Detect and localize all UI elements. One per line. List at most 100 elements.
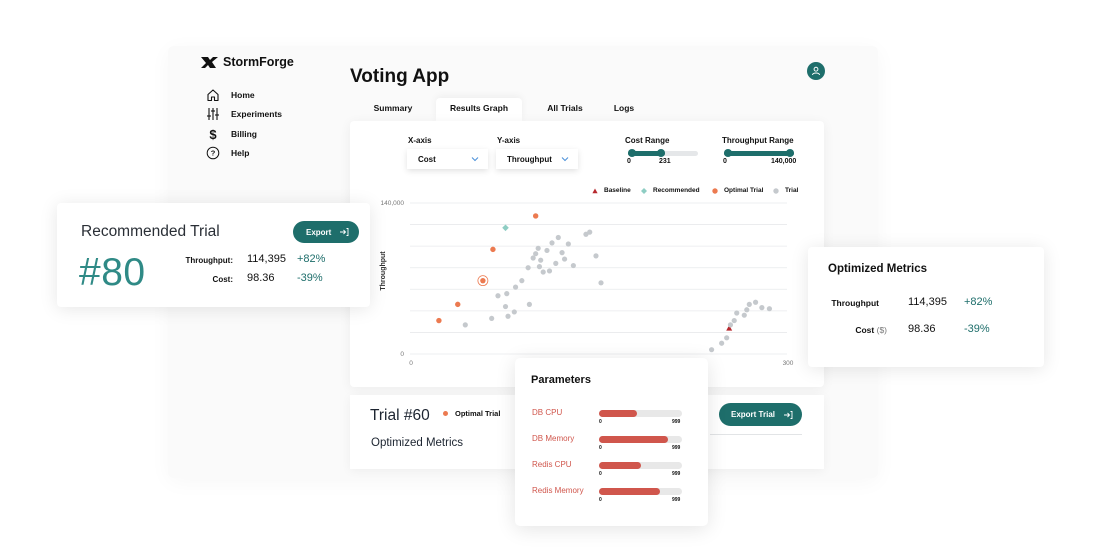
trial-point <box>533 251 539 257</box>
selected-point-ring <box>477 275 489 287</box>
tab-logs[interactable]: Logs <box>613 103 635 113</box>
dollar-icon: $ <box>205 126 221 142</box>
trial-point <box>462 322 468 328</box>
legend-label: Optimal Trial <box>724 187 764 194</box>
recommended-point <box>502 224 509 232</box>
parameter-max: 999 <box>672 445 681 451</box>
sidebar-nav: Home Experiments $ Billing ? Help <box>205 85 282 163</box>
trial-point <box>752 299 759 305</box>
trial-point <box>583 231 589 237</box>
tab-all-trials[interactable]: All Trials <box>547 103 583 113</box>
scatter-chart: Throughput 140,000 00 300 <box>380 200 794 367</box>
sidebar-item-label: Help <box>231 148 250 159</box>
triangle-icon <box>592 188 598 193</box>
cost-change: -39% <box>297 272 323 284</box>
recommended-trial-title: Recommended Trial <box>81 223 220 240</box>
help-icon: ? <box>205 145 221 161</box>
trial-point <box>709 347 715 353</box>
xaxis-select-value: Cost <box>418 154 436 164</box>
y-tick-label: 140,000 <box>381 200 405 207</box>
export-arrow-icon <box>340 228 349 236</box>
trial-point <box>561 256 568 262</box>
cost-value: 98.36 <box>908 323 936 335</box>
chevron-down-icon <box>471 157 479 162</box>
optimal-trial-badge: Optimal Trial <box>443 409 500 418</box>
user-icon <box>812 66 820 76</box>
chart-ticks: 140,000 00 300 <box>381 200 794 367</box>
optimized-metrics-title: Optimized Metrics <box>828 263 928 275</box>
optimal-trial-badge-label: Optimal Trial <box>455 409 501 418</box>
trial-point <box>511 309 517 315</box>
throughput-range-slider[interactable] <box>724 149 794 157</box>
parameter-max: 999 <box>672 497 681 503</box>
cost-label-text: Cost <box>855 325 875 335</box>
legend-label: Baseline <box>604 187 631 194</box>
xaxis-select[interactable]: Cost <box>407 149 488 169</box>
divider <box>710 434 802 435</box>
parameter-bar-fill <box>599 462 642 469</box>
throughput-label: Throughput: <box>185 256 233 265</box>
throughput-range-min: 0 <box>723 158 727 165</box>
tab-results-graph[interactable]: Results Graph <box>436 98 522 122</box>
cost-unit: ($) <box>876 325 887 335</box>
sidebar-item-help[interactable]: ? Help <box>205 144 282 164</box>
trial-point <box>505 313 511 319</box>
recommended-trial-card: Recommended Trial Export #80 Throughput:… <box>57 203 370 307</box>
chart-points <box>436 213 773 353</box>
recommended-trial-number: #80 <box>79 251 146 294</box>
cost-range-slider[interactable] <box>628 149 698 157</box>
user-avatar-button[interactable] <box>807 62 825 80</box>
parameter-name: DB CPU <box>532 408 563 417</box>
legend-baseline: Baseline <box>592 187 631 194</box>
parameter-max: 999 <box>672 419 681 425</box>
stormforge-logo[interactable]: StormForge <box>201 55 294 69</box>
parameter-min: 0 <box>599 445 602 451</box>
throughput-range-min-handle[interactable] <box>724 149 732 157</box>
trial-point <box>546 268 553 274</box>
trial-point <box>519 278 525 284</box>
parameter-row-redis-memory: Redis Memory 0 999 <box>532 486 692 506</box>
trial-point <box>540 269 546 275</box>
parameter-name: DB Memory <box>532 434 575 443</box>
throughput-range-max-handle[interactable] <box>786 149 794 157</box>
cost-range-min: 0 <box>627 158 631 165</box>
trial-point <box>535 245 541 251</box>
trial-point <box>544 247 550 254</box>
tab-summary[interactable]: Summary <box>373 103 413 113</box>
cost-range-min-handle[interactable] <box>628 149 636 157</box>
parameter-bar-fill <box>599 436 668 443</box>
sidebar-item-home[interactable]: Home <box>205 85 282 105</box>
trial-point <box>549 240 555 246</box>
export-trial-button-label: Export Trial <box>731 410 776 419</box>
export-trial-button[interactable]: Export Trial <box>719 403 802 426</box>
sidebar-item-billing[interactable]: $ Billing <box>205 124 282 144</box>
export-button[interactable]: Export <box>293 221 359 243</box>
parameter-row-redis-cpu: Redis CPU 0 999 <box>532 460 692 480</box>
baseline-point <box>726 325 733 331</box>
trial-point <box>502 303 509 310</box>
optimal-trial-point <box>436 317 442 324</box>
trial-point <box>555 234 561 241</box>
dot-icon <box>712 187 718 194</box>
dot-icon <box>443 411 448 416</box>
stormforge-logo-icon <box>201 56 218 68</box>
parameter-bar[interactable] <box>599 488 682 495</box>
sidebar-item-experiments[interactable]: Experiments <box>205 105 282 125</box>
diamond-icon <box>641 187 647 194</box>
trial-point <box>593 253 599 259</box>
y-tick-label: 0 <box>400 351 404 358</box>
throughput-label: Throughput <box>831 298 879 308</box>
parameter-bar[interactable] <box>599 462 682 469</box>
parameter-bar[interactable] <box>599 436 682 443</box>
yaxis-select[interactable]: Throughput <box>496 149 578 169</box>
parameter-bar-fill <box>599 488 661 495</box>
parameter-max: 999 <box>672 471 681 477</box>
trial-point <box>734 310 740 316</box>
throughput-value: 114,395 <box>247 253 286 265</box>
throughput-range-label: Throughput Range <box>722 136 794 145</box>
cost-range-max-handle[interactable] <box>657 149 666 157</box>
brand-name: StormForge <box>223 55 294 69</box>
export-button-label: Export <box>306 227 332 237</box>
parameter-bar[interactable] <box>599 410 682 417</box>
sidebar-item-label: Home <box>231 89 255 100</box>
